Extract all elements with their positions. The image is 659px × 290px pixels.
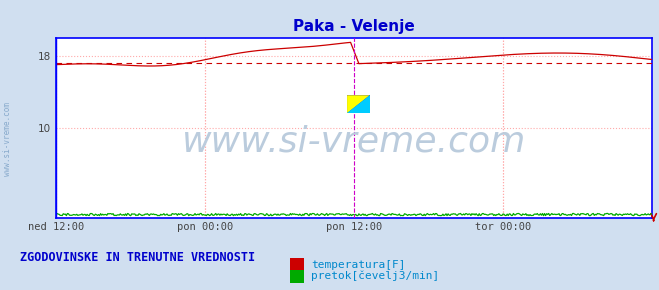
Text: temperatura[F]: temperatura[F]	[311, 260, 405, 270]
Text: www.si-vreme.com: www.si-vreme.com	[182, 125, 527, 159]
Text: www.si-vreme.com: www.si-vreme.com	[3, 102, 13, 176]
Title: Paka - Velenje: Paka - Velenje	[293, 19, 415, 34]
Text: pretok[čevelj3/min]: pretok[čevelj3/min]	[311, 271, 440, 282]
Text: ZGODOVINSKE IN TRENUTNE VREDNOSTI: ZGODOVINSKE IN TRENUTNE VREDNOSTI	[20, 251, 255, 264]
Polygon shape	[347, 95, 370, 113]
Polygon shape	[347, 95, 370, 113]
Bar	[347, 95, 370, 113]
